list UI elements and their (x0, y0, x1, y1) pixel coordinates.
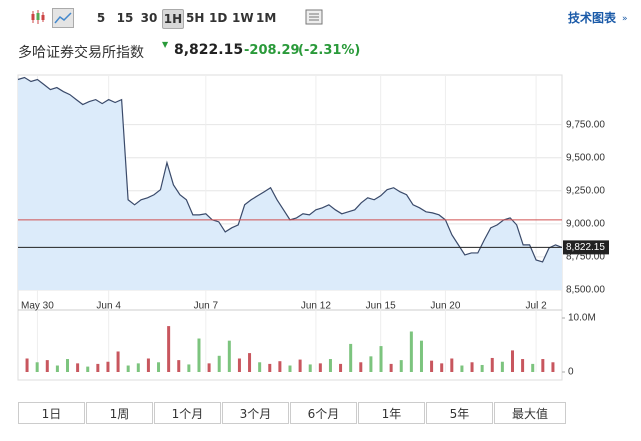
x-tick-label: Jun 7 (194, 301, 219, 312)
volume-bar (278, 361, 282, 372)
arrow: » (622, 14, 628, 24)
volume-bar (96, 363, 100, 372)
volume-bar (45, 360, 49, 372)
line-icon[interactable] (52, 8, 74, 28)
x-tick-label: Jun 4 (96, 301, 121, 312)
volume-bar (237, 358, 241, 372)
volume-bar (167, 326, 171, 372)
y-tick-label: 8,750.00 (566, 252, 605, 263)
interval-button[interactable]: 1W (232, 11, 254, 25)
x-tick-label: May 30 (21, 301, 54, 312)
volume-bar (35, 362, 39, 372)
volume-bar (500, 361, 504, 372)
x-tick-label: Jun 12 (301, 301, 331, 312)
volume-bar (298, 359, 302, 372)
volume-bar (460, 365, 464, 372)
y-tick-label: 9,750.00 (566, 119, 605, 130)
range-button[interactable]: 6个月 (290, 402, 357, 424)
y-tick-label: 9,000.00 (566, 218, 605, 229)
volume-bar (490, 357, 494, 372)
volume-bar (369, 356, 373, 372)
volume-bar (308, 364, 312, 372)
candle-icon[interactable] (28, 8, 48, 26)
volume-bar (106, 361, 110, 372)
up-arrow: ▼ (162, 40, 169, 49)
interval-button[interactable]: 1H (162, 9, 184, 29)
volume-bar (248, 353, 252, 372)
volume-bar (66, 359, 70, 372)
volume-bar (359, 362, 363, 372)
y-tick-label: 8,500.00 (566, 285, 605, 296)
volume-bar (25, 358, 29, 372)
volume-bar (258, 362, 262, 372)
interval-button[interactable]: 15 (116, 11, 134, 25)
volume-bar (268, 363, 272, 372)
volume-bar (521, 359, 525, 372)
volume-bar (207, 363, 211, 372)
range-button[interactable]: 5年 (426, 402, 493, 424)
volume-tick-label: 0 (568, 367, 574, 378)
volume-bar (480, 364, 484, 372)
volume-bar (430, 360, 434, 372)
last-price-box (563, 240, 609, 255)
range-button[interactable]: 3个月 (222, 402, 289, 424)
volume-bar (551, 362, 555, 372)
volume-bar (409, 331, 413, 372)
volume-bar (288, 365, 292, 372)
interval-button[interactable]: 5 (96, 11, 106, 25)
range-button[interactable]: 1个月 (154, 402, 221, 424)
volume-bar (197, 338, 201, 372)
chart: 8,500.00 8,750.00 9,000.00 9,250.00 9,500.00… (17, 74, 609, 381)
volume-bar (510, 350, 514, 372)
last-price-label: 8,822.15 (566, 242, 605, 253)
tech-chart-link[interactable]: 技术图表 (567, 11, 616, 25)
volume-tick-label: 10.0M (568, 313, 596, 324)
volume-bar (531, 363, 535, 372)
volume-bar (227, 340, 231, 372)
change-percent: (-2.31%) (298, 43, 361, 58)
volume-bar (339, 363, 343, 372)
volume-bar (389, 363, 393, 372)
volume-bar (177, 360, 181, 372)
volume-bar (470, 362, 474, 372)
range-button[interactable]: 1年 (358, 402, 425, 424)
volume-bar (86, 366, 90, 372)
index-name: 多哈证券交易所指数 (18, 45, 144, 61)
range-button[interactable]: 1周 (86, 402, 153, 424)
volume-bar (318, 363, 322, 372)
x-tick-label: Jun 20 (430, 301, 460, 312)
volume-bar (116, 351, 120, 372)
volume-bar (217, 355, 221, 372)
y-tick-label: 9,250.00 (566, 185, 605, 196)
interval-button[interactable]: 1D (209, 11, 228, 25)
volume-bar (157, 362, 161, 372)
volume-bar (136, 363, 140, 372)
range-button[interactable]: 最大值 (494, 402, 566, 424)
volume-bar (328, 359, 332, 372)
table-icon[interactable] (304, 8, 324, 26)
range-button[interactable]: 1日 (18, 402, 85, 424)
change: -208.29 (244, 43, 300, 58)
volume-bar (126, 365, 130, 372)
volume-bar (187, 364, 191, 372)
volume-bar (76, 363, 80, 372)
volume-bar (349, 343, 353, 372)
x-tick-label: Jun 15 (366, 301, 396, 312)
volume-bar (541, 359, 545, 372)
volume-bar (440, 363, 444, 372)
interval-button[interactable]: 1M (256, 11, 277, 25)
x-tick-label: Jul 2 (526, 301, 548, 312)
volume-bar (419, 340, 423, 372)
volume-bar (399, 360, 403, 372)
volume-bar (55, 365, 59, 372)
volume-bar (146, 358, 150, 372)
area-fill (18, 77, 562, 290)
interval-button[interactable]: 5H (186, 11, 205, 25)
volume-bar (379, 346, 383, 372)
price: 8,822.15 (174, 42, 244, 58)
interval-button[interactable]: 30 (140, 11, 158, 25)
y-tick-label: 9,500.00 (566, 152, 605, 163)
volume-bar (450, 358, 454, 372)
